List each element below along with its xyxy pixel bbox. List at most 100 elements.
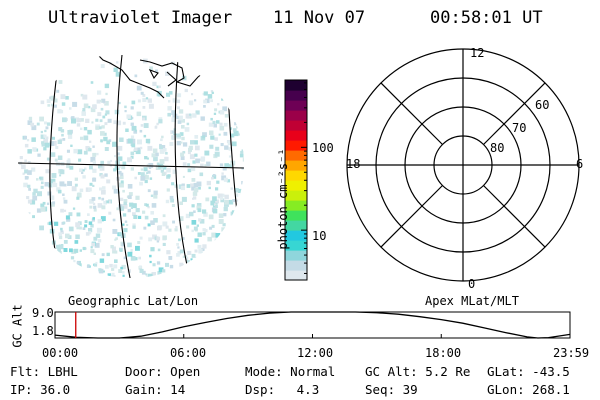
speckle <box>186 260 190 264</box>
speckle <box>105 92 108 96</box>
geo-panel-label: Geographic Lat/Lon <box>68 294 199 308</box>
speckle <box>119 137 124 142</box>
speckle <box>176 253 180 257</box>
speckle <box>61 231 64 235</box>
speckle <box>177 120 182 124</box>
speckle <box>127 242 132 248</box>
speckle <box>237 188 242 193</box>
speckle <box>152 148 158 153</box>
speckle <box>122 121 126 125</box>
speckle <box>221 98 224 101</box>
speckle <box>195 110 200 115</box>
speckle <box>130 155 134 159</box>
speckle <box>32 195 38 201</box>
speckle <box>223 131 228 136</box>
speckle <box>150 194 154 197</box>
speckle <box>220 196 224 200</box>
speckle <box>92 184 95 187</box>
speckle <box>157 226 162 231</box>
speckle <box>229 127 233 130</box>
speckle <box>203 99 207 104</box>
speckle <box>56 187 61 192</box>
speckle <box>130 138 136 144</box>
colorbar-segment <box>285 160 307 171</box>
speckle <box>185 113 191 119</box>
colorbar-segment <box>285 240 307 251</box>
speckle <box>190 166 196 172</box>
speckle <box>123 199 128 203</box>
speckle <box>79 226 82 230</box>
speckle <box>130 249 133 252</box>
colorbar-segment <box>285 100 307 111</box>
speckle <box>116 120 122 126</box>
speckle <box>51 173 57 178</box>
speckle <box>128 195 132 199</box>
speckle <box>135 245 140 251</box>
speckle <box>131 143 136 148</box>
speckle <box>122 161 127 166</box>
speckle <box>55 244 60 249</box>
speckle <box>63 240 68 244</box>
speckle <box>182 151 186 154</box>
speckle <box>172 130 175 134</box>
speckle <box>41 141 45 145</box>
speckle <box>124 110 127 113</box>
speckle <box>65 215 70 220</box>
speckle <box>221 193 225 197</box>
speckle <box>219 125 225 131</box>
speckle <box>165 225 169 229</box>
speckle <box>142 210 146 214</box>
speckle <box>66 217 71 222</box>
speckle <box>79 168 83 173</box>
speckle <box>101 98 106 103</box>
speckle <box>36 178 39 181</box>
speckle <box>149 177 153 180</box>
speckle <box>91 218 95 222</box>
speckle <box>156 236 161 241</box>
speckle <box>193 140 198 145</box>
speckle <box>218 133 221 136</box>
speckle <box>170 198 174 203</box>
speckle <box>151 272 156 277</box>
speckle <box>73 260 76 263</box>
speckle <box>191 220 197 225</box>
speckle <box>158 85 161 88</box>
speckle <box>50 95 56 101</box>
speckle <box>209 130 214 135</box>
speckle <box>169 264 174 269</box>
speckle <box>190 183 194 187</box>
speckle <box>52 136 55 140</box>
speckle <box>19 156 23 160</box>
speckle <box>122 223 125 226</box>
speckle <box>111 246 116 251</box>
speckle <box>138 256 141 260</box>
colorbar-segment <box>285 260 307 271</box>
speckle <box>43 147 47 151</box>
speckle <box>198 249 203 254</box>
speckle <box>57 155 63 160</box>
speckle <box>156 122 159 126</box>
speckle <box>75 222 81 228</box>
speckle <box>101 205 106 210</box>
speckle <box>83 135 89 141</box>
speckle <box>224 163 230 168</box>
speckle <box>171 182 175 186</box>
speckle <box>223 122 228 127</box>
speckle <box>115 71 121 77</box>
speckle <box>109 164 112 167</box>
speckle <box>122 213 127 217</box>
speckle <box>121 264 126 270</box>
speckle <box>59 181 65 187</box>
speckle <box>208 186 211 190</box>
mlt-diagonal-line <box>483 82 546 145</box>
speckle <box>26 139 30 142</box>
speckle <box>158 267 164 273</box>
orbit-altitude-curve <box>54 311 571 339</box>
speckle <box>157 93 161 97</box>
speckle <box>236 126 239 129</box>
speckle <box>164 156 169 162</box>
speckle <box>205 98 210 104</box>
mlt-label-12: 12 <box>470 46 485 60</box>
speckle <box>76 226 80 230</box>
speckle <box>76 196 80 200</box>
